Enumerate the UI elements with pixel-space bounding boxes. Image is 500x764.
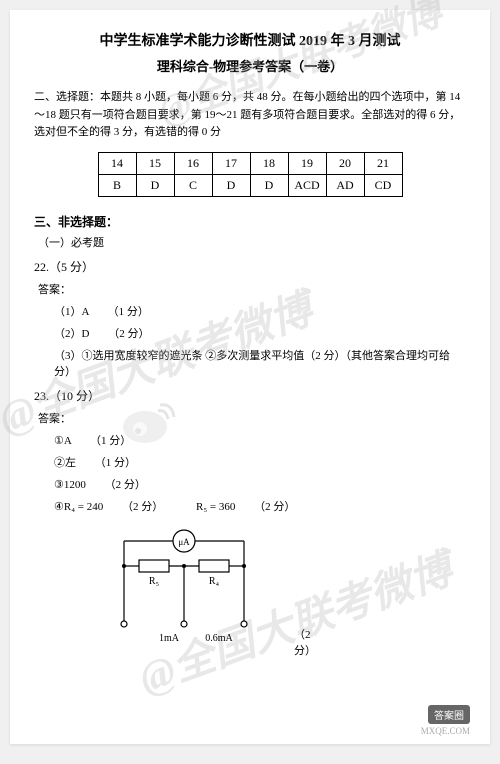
footer-url: MXQE.COM xyxy=(421,726,470,736)
answer-table: 14 15 16 17 18 19 20 21 B D C D D ACD AD… xyxy=(98,152,403,197)
q23-answer-2: ②左 （1 分） xyxy=(54,454,466,470)
q22-answer-label: 答案： xyxy=(38,281,466,297)
table-cell: ACD xyxy=(288,174,326,196)
q23-number: 23.（10 分） xyxy=(34,387,466,404)
answer-points: （2 分） xyxy=(105,479,146,491)
q23-answer-4: ④R₄ = 240 （2 分） R₅ = 360 （2 分） xyxy=(54,498,466,514)
answer-points: （1 分） xyxy=(95,457,136,469)
answer-text-b: R₅ = 360 xyxy=(196,501,235,513)
weibo-logo-icon xyxy=(120,395,180,445)
section2-instruction: 二、选择题：本题共 8 小题，每小题 6 分，共 48 分。在每小题给出的四个选… xyxy=(34,89,466,142)
q23-answer-label: 答案： xyxy=(38,410,466,426)
table-cell: B xyxy=(98,174,136,196)
table-header-cell: 19 xyxy=(288,152,326,174)
right-current-label: 0.6mA xyxy=(205,633,233,644)
table-cell: D xyxy=(212,174,250,196)
answer-text: ③1200 xyxy=(54,479,86,491)
q23-answer-3: ③1200 （2 分） xyxy=(54,476,466,492)
q23-answer-1: ①A （1 分） xyxy=(54,432,466,448)
r4-label: R₄ xyxy=(209,576,220,587)
table-cell: CD xyxy=(364,174,402,196)
q22-number: 22.（5 分） xyxy=(34,258,466,275)
answer-points: （2 分） xyxy=(108,328,149,340)
meter-label: μA xyxy=(178,537,190,547)
exam-page: @全国大联考微博 @全国大联考微博 @全国大联考微博 中学生标准学术能力诊断性测… xyxy=(10,10,490,744)
answer-text: （1）A xyxy=(54,306,89,318)
table-header-cell: 17 xyxy=(212,152,250,174)
table-row: 14 15 16 17 18 19 20 21 xyxy=(98,152,402,174)
table-header-cell: 18 xyxy=(250,152,288,174)
left-current-label: 1mA xyxy=(159,633,180,644)
answer-points-b: （2 分） xyxy=(254,501,295,513)
table-cell: D xyxy=(250,174,288,196)
table-row: B D C D D ACD AD CD xyxy=(98,174,402,196)
page-subtitle: 理科综合-物理参考答案（一卷） xyxy=(34,56,466,75)
table-header-cell: 15 xyxy=(136,152,174,174)
subsection-required: （一）必考题 xyxy=(38,234,466,250)
answer-text: ②左 xyxy=(54,457,76,469)
answer-text: ④R₄ = 240 xyxy=(54,501,103,513)
circuit-points: （2 分） xyxy=(294,626,316,658)
answer-points: （1 分） xyxy=(108,306,149,318)
table-header-cell: 16 xyxy=(174,152,212,174)
q22-answer-2: （2）D （2 分） xyxy=(54,325,466,341)
answer-text: （2）D xyxy=(54,328,89,340)
circuit-diagram: μA R₅ R₄ 1mA xyxy=(84,526,284,656)
page-title: 中学生标准学术能力诊断性测试 2019 年 3 月测试 xyxy=(34,30,466,50)
answer-points: （2 分） xyxy=(122,501,163,513)
q22-answer-1: （1）A （1 分） xyxy=(54,303,466,319)
table-header-cell: 20 xyxy=(326,152,364,174)
table-cell: AD xyxy=(326,174,364,196)
r5-label: R₅ xyxy=(149,576,159,587)
answer-text: ①A xyxy=(54,435,71,447)
table-cell: D xyxy=(136,174,174,196)
q22-answer-3: （3）①选用宽度较窄的遮光条 ②多次测量求平均值（2 分）（其他答案合理均可给分… xyxy=(54,347,466,379)
section3-heading: 三、非选择题： xyxy=(34,213,466,230)
table-header-cell: 21 xyxy=(364,152,402,174)
table-header-cell: 14 xyxy=(98,152,136,174)
footer-brand: 答案圈 xyxy=(428,705,470,724)
table-cell: C xyxy=(174,174,212,196)
